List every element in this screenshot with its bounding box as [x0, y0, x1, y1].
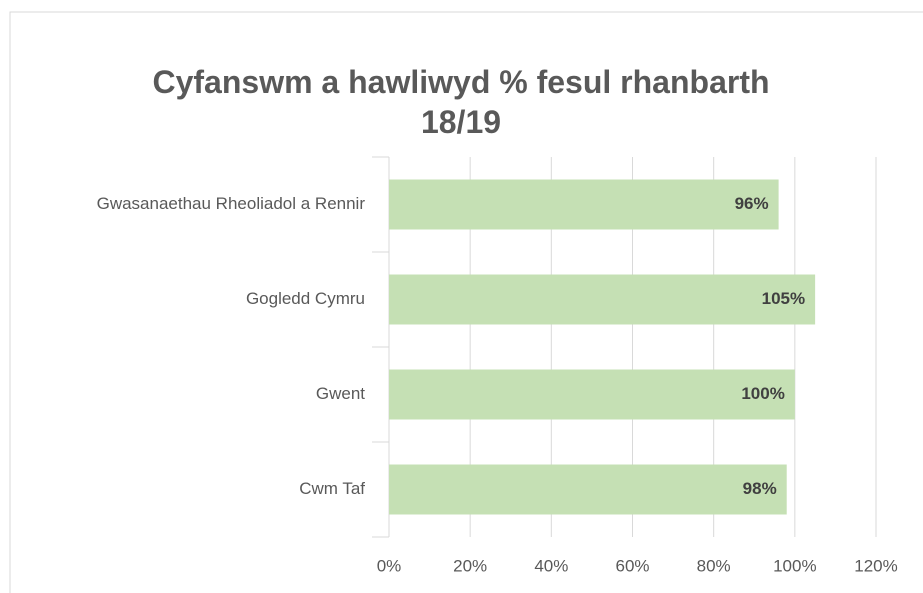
bar: [389, 179, 779, 230]
x-tick-label: 120%: [854, 556, 897, 575]
x-tick-label: 20%: [453, 556, 487, 575]
chart-frame: [9, 11, 923, 593]
y-tick-label: Gogledd Cymru: [246, 289, 365, 308]
x-tick-label: 100%: [773, 556, 816, 575]
x-tick-label: 80%: [697, 556, 731, 575]
bar: [389, 274, 816, 325]
chart-title: Cyfanswm a hawliwyd % fesul rhanbarth 18…: [152, 64, 770, 140]
y-tick-label: Gwasanaethau Rheoliadol a Rennir: [97, 194, 366, 213]
x-tick-label: 0%: [377, 556, 402, 575]
x-tick-label: 60%: [615, 556, 649, 575]
value-label: 98%: [743, 479, 777, 498]
bar: [389, 369, 795, 420]
y-tick-label: Cwm Taf: [299, 479, 365, 498]
y-tick-label: Gwent: [316, 384, 365, 403]
value-label: 105%: [762, 289, 805, 308]
value-label: 100%: [741, 384, 784, 403]
x-tick-label: 40%: [534, 556, 568, 575]
bar: [389, 464, 787, 515]
value-label: 96%: [735, 194, 769, 213]
